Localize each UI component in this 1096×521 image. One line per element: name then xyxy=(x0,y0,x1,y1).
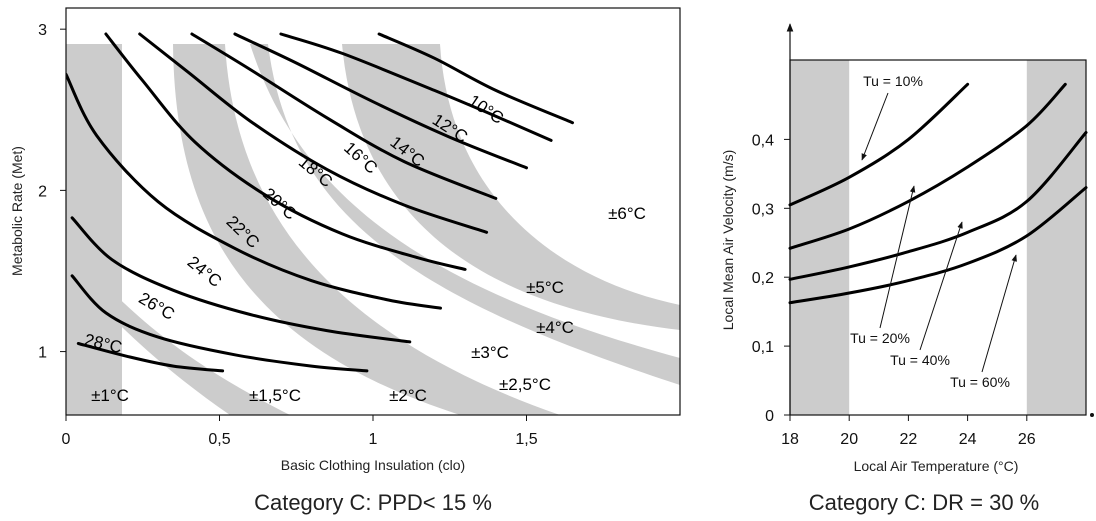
draught-rate-chart: Tu = 10% Tu = 20% Tu = 40%Tu = 60% 18 20 22 2… xyxy=(720,23,1094,515)
tu-label: Tu = 10% xyxy=(863,73,923,89)
x-tick-label: 24 xyxy=(959,431,977,448)
y-axis-label-right: Local Mean Air Velocity (m/s) xyxy=(720,150,736,331)
caption-right: Category C: DR = 30 % xyxy=(809,490,1039,515)
velocity-curve xyxy=(788,82,1067,250)
temperature-curves xyxy=(66,32,574,373)
zone-label: ±4°C xyxy=(536,318,574,337)
tu-label: Tu = 40% xyxy=(890,352,950,368)
velocity-curve xyxy=(788,82,970,207)
zone-label: ±3°C xyxy=(471,343,509,362)
y-tick-label: 0,4 xyxy=(752,132,774,149)
shaded-ranges xyxy=(790,60,1086,415)
curve-18c xyxy=(138,32,489,234)
zone-label: ±2°C xyxy=(389,386,427,405)
right-ticks: 18 20 22 24 26 0 0,1 0,2 0,3 0,4 xyxy=(752,132,1036,448)
band-zone-5 xyxy=(342,44,680,330)
velocity-curve xyxy=(788,131,1088,281)
curve-10c xyxy=(377,32,574,125)
y-tick-label: 0,3 xyxy=(752,201,774,218)
curve-label: 10°C xyxy=(465,91,507,128)
curve-26c xyxy=(70,274,369,373)
velocity-curve xyxy=(788,186,1088,305)
caption-left: Category C: PPD< 15 % xyxy=(254,490,492,515)
x-tick-label: 20 xyxy=(840,431,858,448)
x-tick-label: 1,5 xyxy=(515,431,537,448)
band-zone-4 xyxy=(250,44,680,385)
curve-14c xyxy=(233,32,528,170)
comfort-zone-bands xyxy=(66,44,680,415)
zone-label: ±1,5°C xyxy=(249,386,301,405)
x-tick-label: 1 xyxy=(369,431,378,448)
y-tick-label: 0 xyxy=(765,408,774,425)
y-tick-label: 3 xyxy=(38,22,47,39)
ppd-chart: 10°C12°C14°C16°C18°C20°C22°C24°C26°C28°C… xyxy=(9,7,681,515)
shaded-range xyxy=(790,60,850,415)
x-tick-label: 18 xyxy=(781,431,799,448)
curve-28c xyxy=(76,342,225,373)
y-axis-label-left: Metabolic Rate (Met) xyxy=(9,146,25,276)
y-tick-label: 0,2 xyxy=(752,270,774,287)
tu-pointer-arrow xyxy=(879,185,916,329)
x-axis-label-left: Basic Clothing Insulation (clo) xyxy=(281,457,465,473)
curve-label: 26°C xyxy=(136,289,178,324)
curve-20c xyxy=(104,32,467,271)
band-zone-1 xyxy=(66,44,122,415)
band-zone-3 xyxy=(173,44,560,415)
curve-16c xyxy=(190,32,498,200)
curve-22c xyxy=(66,72,442,310)
x-tick-label: 26 xyxy=(1018,431,1036,448)
velocity-curves xyxy=(788,82,1088,305)
tu-label: Tu = 60% xyxy=(950,374,1010,390)
zone-labels: ±1°C ±1,5°C ±2°C ±2,5°C ±3°C ±4°C ±5°C ±6°C xyxy=(91,204,646,405)
x-tick-label: 22 xyxy=(900,431,918,448)
tu-pointer-arrow xyxy=(861,92,889,161)
zone-label: ±1°C xyxy=(91,386,129,405)
curve-24c xyxy=(70,216,412,344)
y-tick-label: 2 xyxy=(38,183,47,200)
tu-label: Tu = 20% xyxy=(850,330,910,346)
shaded-range xyxy=(1026,60,1086,415)
x-tick-label: 0,5 xyxy=(208,431,230,448)
x-tick-label: 0 xyxy=(62,431,71,448)
y-tick-label: 1 xyxy=(38,345,47,362)
tu-labels: Tu = 10% Tu = 20% Tu = 40%Tu = 60% xyxy=(850,73,1017,390)
y-tick-label: 0,1 xyxy=(752,339,774,356)
tu-pointer-arrow xyxy=(919,221,963,351)
zone-label: ±6°C xyxy=(608,204,646,223)
zone-label: ±5°C xyxy=(526,278,564,297)
curve-12c xyxy=(279,32,553,142)
curve-label: 24°C xyxy=(184,252,225,291)
zone-label: ±2,5°C xyxy=(499,375,551,394)
x-axis-label-right: Local Air Temperature (°C) xyxy=(854,458,1019,474)
left-ticks: 0 0,5 1 1,5 1 2 3 xyxy=(38,22,538,448)
tu-pointer-arrow xyxy=(981,254,1017,373)
x-axis-arrow-dot xyxy=(1090,413,1094,417)
